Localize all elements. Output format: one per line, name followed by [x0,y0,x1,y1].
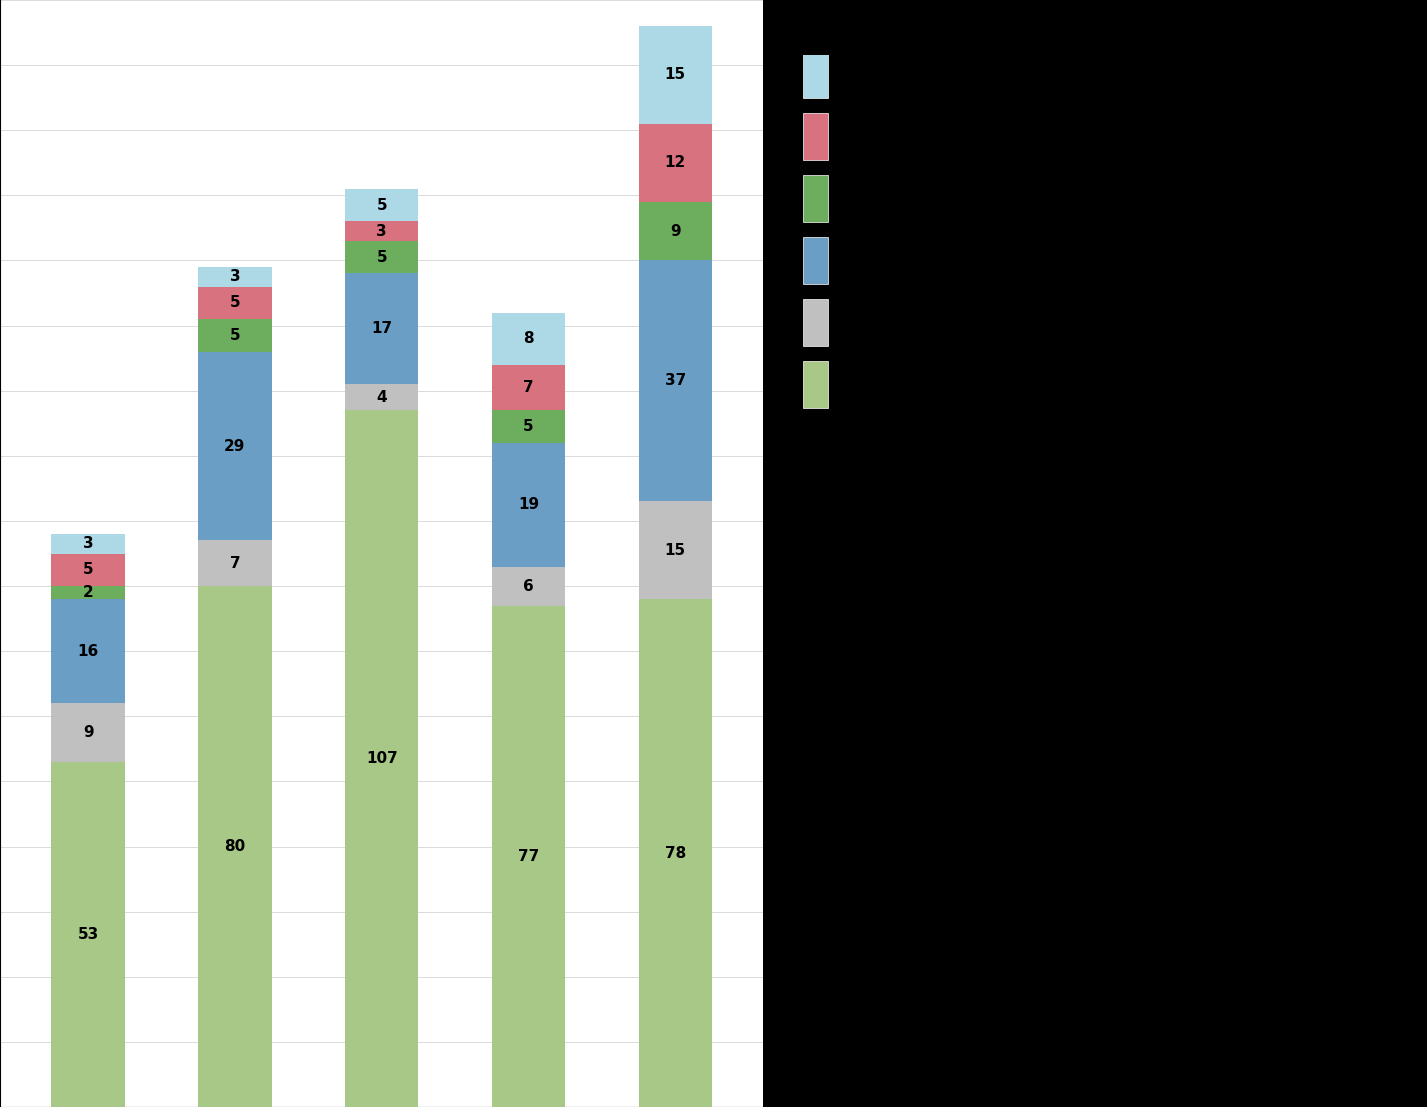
FancyBboxPatch shape [802,300,828,346]
Bar [198,267,271,287]
FancyBboxPatch shape [802,238,828,284]
Bar [345,241,418,273]
FancyBboxPatch shape [802,52,828,99]
Bar [51,554,124,586]
Bar [51,762,124,1107]
Bar [345,189,418,221]
Bar [492,411,565,443]
Text: 15: 15 [665,68,686,82]
Text: 8: 8 [524,331,534,346]
Bar [639,260,712,501]
Bar [51,586,124,599]
Text: 6: 6 [524,579,534,593]
Bar [51,703,124,762]
Text: 16: 16 [77,643,98,659]
Bar [639,201,712,260]
Bar [198,319,271,352]
Bar [51,534,124,554]
Bar [639,27,712,124]
Bar [492,312,565,364]
Bar [51,599,124,703]
FancyBboxPatch shape [802,362,828,408]
Bar [492,443,565,567]
Text: 7: 7 [230,556,240,571]
Text: 29: 29 [224,438,245,454]
Text: 15: 15 [665,542,686,558]
Text: 5: 5 [524,420,534,434]
Bar [198,352,271,540]
Bar [198,540,271,586]
Text: 5: 5 [83,562,93,577]
Text: 12: 12 [665,155,686,170]
Bar [492,567,565,606]
Text: 5: 5 [230,296,240,310]
Text: 3: 3 [377,224,387,239]
Text: 53: 53 [77,927,98,942]
Bar [345,273,418,384]
Text: 9: 9 [83,725,93,741]
Text: 77: 77 [518,849,539,863]
Bar [639,124,712,201]
Bar [345,411,418,1107]
Text: 4: 4 [377,390,387,405]
Text: 19: 19 [518,497,539,513]
Text: 5: 5 [377,198,387,213]
Bar [198,287,271,319]
Text: 9: 9 [671,224,681,239]
Text: 5: 5 [230,328,240,343]
Bar [639,599,712,1107]
Text: 37: 37 [665,373,686,389]
Text: 78: 78 [665,846,686,860]
Bar [345,384,418,411]
Text: 2: 2 [83,586,93,600]
Bar [492,364,565,411]
Text: 3: 3 [83,536,93,551]
Text: 7: 7 [524,380,534,395]
Bar [345,221,418,241]
Text: 80: 80 [224,839,245,853]
Bar [639,501,712,599]
Text: 3: 3 [230,269,240,284]
Text: 17: 17 [371,321,392,337]
Bar [198,586,271,1107]
Text: 107: 107 [365,752,398,766]
Text: 5: 5 [377,250,387,265]
FancyBboxPatch shape [802,176,828,223]
FancyBboxPatch shape [802,114,828,161]
Bar [492,606,565,1107]
